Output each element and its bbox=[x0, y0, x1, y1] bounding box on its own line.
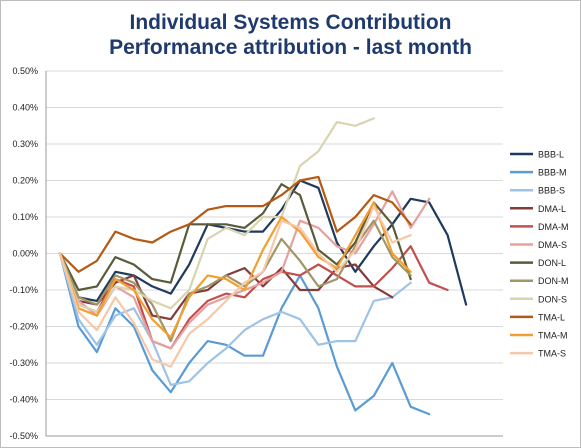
series-line-tma-m bbox=[58, 201, 412, 339]
legend-label: TMA-L bbox=[538, 312, 565, 322]
series-line-don-l bbox=[58, 183, 412, 292]
y-tick-label: -0.20% bbox=[9, 322, 38, 332]
y-tick-label: 0.10% bbox=[12, 212, 38, 222]
legend-label: DMA-S bbox=[538, 240, 567, 250]
legend-item: DON-S bbox=[510, 294, 567, 304]
legend-label: BBB-L bbox=[538, 150, 564, 160]
legend-item: TMA-M bbox=[510, 331, 568, 341]
y-tick-label: -0.30% bbox=[9, 358, 38, 368]
y-tick-label: -0.50% bbox=[9, 431, 38, 441]
y-tick-label: 0.20% bbox=[12, 176, 38, 186]
series-line-tma-s bbox=[58, 205, 412, 368]
series-lines bbox=[58, 117, 468, 416]
chart-title-block: Individual Systems Contribution Performa… bbox=[0, 10, 581, 60]
series-line-bbb-l bbox=[58, 179, 468, 306]
legend-label: BBB-M bbox=[538, 168, 567, 178]
series-line-don-m bbox=[58, 219, 412, 343]
legend-item: BBB-S bbox=[510, 186, 565, 196]
legend-label: DON-S bbox=[538, 294, 567, 304]
series-line-bbb-s bbox=[58, 252, 412, 386]
legend-item: DON-L bbox=[510, 258, 566, 268]
series-line-tma-l bbox=[58, 175, 412, 273]
legend-label: BBB-S bbox=[538, 186, 565, 196]
y-tick-label: 0.00% bbox=[12, 249, 38, 259]
legend-label: DON-M bbox=[538, 276, 569, 286]
legend-label: DMA-M bbox=[538, 222, 569, 232]
legend-label: TMA-M bbox=[538, 331, 568, 341]
legend-item: DON-M bbox=[510, 276, 569, 286]
y-tick-label: 0.40% bbox=[12, 103, 38, 113]
legend-item: BBB-M bbox=[510, 168, 567, 178]
legend-label: DON-L bbox=[538, 258, 566, 268]
series-line-bbb-m bbox=[58, 252, 431, 416]
y-tick-label: -0.10% bbox=[9, 285, 38, 295]
legend-item: DMA-S bbox=[510, 240, 567, 250]
series-line-don-s bbox=[58, 117, 375, 313]
legend-label: TMA-S bbox=[538, 349, 566, 359]
y-tick-label: 0.50% bbox=[12, 66, 38, 76]
legend-item: BBB-L bbox=[510, 150, 564, 160]
legend: BBB-L BBB-M BBB-S DMA-L DMA-M DMA-S DON-L DON-M… bbox=[510, 150, 569, 359]
legend-item: DMA-L bbox=[510, 204, 566, 214]
chart-subtitle: Performance attribution - last month bbox=[109, 36, 472, 59]
legend-item: DMA-M bbox=[510, 222, 569, 232]
series-line-dma-s bbox=[58, 190, 431, 350]
chart-title: Individual Systems Contribution bbox=[129, 11, 452, 34]
y-tick-label: 0.30% bbox=[12, 139, 38, 149]
legend-label: DMA-L bbox=[538, 204, 566, 214]
legend-item: TMA-S bbox=[510, 349, 566, 359]
y-axis-ticks: -0.50% -0.40% -0.30% -0.20% -0.10% 0.00% 0.10%… bbox=[9, 66, 38, 441]
y-tick-label: -0.40% bbox=[9, 395, 38, 405]
legend-item: TMA-L bbox=[510, 312, 565, 322]
series-line-dma-m bbox=[58, 245, 449, 350]
